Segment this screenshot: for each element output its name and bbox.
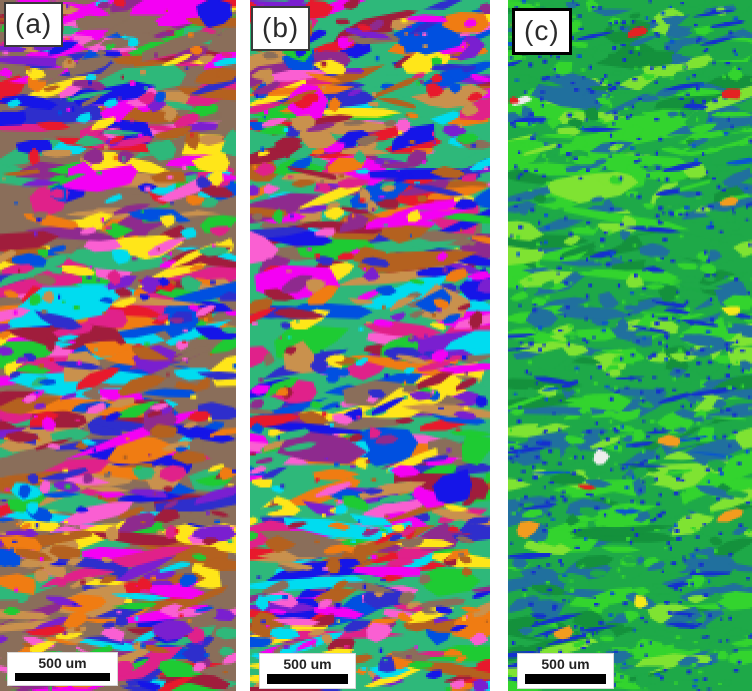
panel-label-c: (c)	[512, 8, 572, 55]
scalebar-a-line	[15, 673, 110, 681]
scalebar-c-text: 500 um	[541, 656, 590, 672]
scalebar-a-text: 500 um	[38, 655, 87, 671]
panel-label-b-text: (b)	[262, 12, 300, 43]
ebsd-map-a	[0, 0, 236, 691]
panel-b: (b) 500 um	[250, 0, 490, 691]
panel-label-b: (b)	[251, 6, 311, 51]
scalebar-b: 500 um	[260, 654, 355, 688]
scalebar-b-line	[267, 674, 348, 684]
scalebar-c-line	[525, 674, 606, 684]
scalebar-a: 500 um	[8, 653, 117, 685]
panel-a: (a) 500 um	[0, 0, 236, 691]
panel-c: (c) 500 um	[508, 0, 752, 691]
panel-label-c-text: (c)	[524, 15, 560, 46]
scalebar-c: 500 um	[518, 654, 613, 688]
panel-label-a: (a)	[4, 2, 64, 47]
ebsd-map-c	[508, 0, 752, 691]
panel-label-a-text: (a)	[15, 8, 53, 39]
scalebar-b-text: 500 um	[283, 656, 332, 672]
ebsd-map-b	[250, 0, 490, 691]
